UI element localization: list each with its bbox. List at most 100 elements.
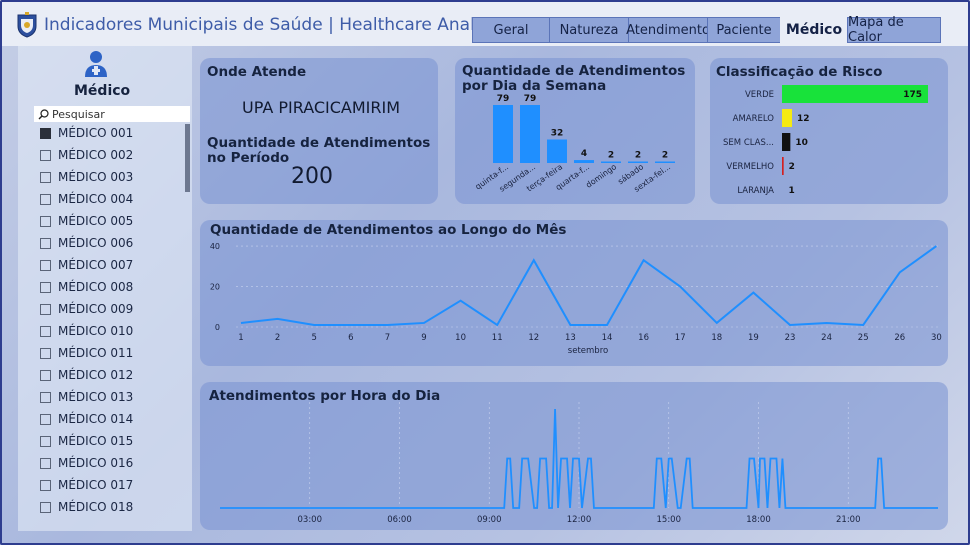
month-xtick-label: 14 — [602, 333, 613, 343]
hour-xtick-label: 12:00 — [567, 515, 592, 525]
tab-medico[interactable]: Médico — [780, 17, 848, 43]
risk-bar — [782, 85, 928, 103]
doctor-list-item[interactable]: MÉDICO 004 — [40, 190, 133, 208]
doctor-checkbox[interactable] — [40, 325, 51, 337]
risk-bar-label: 2 — [789, 162, 795, 172]
weekday-bar-label: 32 — [551, 129, 564, 139]
month-xtick-label: 17 — [675, 333, 686, 343]
doctor-checkbox[interactable] — [40, 457, 51, 469]
tab-bar: Geral Natureza Atendimento Paciente Médi… — [472, 15, 941, 45]
doctor-checkbox[interactable] — [40, 193, 51, 205]
doctor-list-item[interactable]: MÉDICO 013 — [40, 388, 133, 406]
weekday-bar-label: 4 — [581, 149, 587, 159]
doctor-list-item[interactable]: MÉDICO 011 — [40, 344, 133, 362]
month-xtick-label: 18 — [711, 333, 722, 343]
doctor-label: MÉDICO 013 — [58, 390, 134, 404]
weekday-bar-chart: 79quinta-f...79segunda...32terça-feira4q… — [474, 94, 675, 194]
doctor-list-item[interactable]: MÉDICO 010 — [40, 322, 133, 340]
qty-period-value: 200 — [291, 164, 333, 189]
doctor-label: MÉDICO 011 — [58, 346, 134, 360]
risk-chart-card — [710, 58, 948, 204]
doctor-label: MÉDICO 014 — [58, 412, 134, 426]
risk-category-label: LARANJA — [737, 186, 774, 196]
month-xtick-label: 9 — [421, 333, 426, 343]
month-xtick-label: 11 — [492, 333, 503, 343]
doctor-checkbox[interactable] — [40, 149, 51, 161]
doctor-label: MÉDICO 010 — [58, 324, 134, 338]
city-crest-logo — [17, 12, 37, 38]
doctor-list-item[interactable]: MÉDICO 012 — [40, 366, 133, 384]
doctor-list-item[interactable]: MÉDICO 003 — [40, 168, 133, 186]
doctor-label: MÉDICO 015 — [58, 434, 134, 448]
month-xtick-label: 10 — [455, 333, 466, 343]
doctor-icon — [85, 51, 107, 77]
doctor-checkbox[interactable] — [40, 479, 51, 491]
doctor-list-item[interactable]: MÉDICO 007 — [40, 256, 133, 274]
doctor-label: MÉDICO 009 — [58, 302, 134, 316]
doctor-checkbox[interactable] — [40, 413, 51, 425]
doctor-label: MÉDICO 007 — [58, 258, 134, 272]
doctor-label: MÉDICO 006 — [58, 236, 134, 250]
doctor-list-item[interactable]: MÉDICO 008 — [40, 278, 133, 296]
month-xtick-label: 2 — [275, 333, 280, 343]
hour-chart-card — [200, 382, 948, 530]
doctor-list-item[interactable]: MÉDICO 015 — [40, 432, 133, 450]
doctor-checkbox[interactable] — [40, 171, 51, 183]
tab-geral[interactable]: Geral — [472, 17, 550, 43]
onde-atende-title: Onde Atende — [207, 64, 307, 80]
risk-category-label: SEM CLAS... — [723, 138, 774, 148]
doctor-checkbox[interactable] — [40, 435, 51, 447]
doctor-checkbox[interactable] — [40, 281, 51, 293]
hour-xtick-label: 06:00 — [387, 515, 412, 525]
doctor-checkbox[interactable] — [40, 215, 51, 227]
risk-category-label: AMARELO — [733, 114, 775, 124]
doctor-checkbox[interactable] — [40, 259, 51, 271]
doctor-list-item[interactable]: MÉDICO 014 — [40, 410, 133, 428]
app-title: Indicadores Municipais de Saúde | Health… — [44, 15, 515, 35]
doctor-list-item[interactable]: MÉDICO 002 — [40, 146, 133, 164]
month-xtick-label: 1 — [238, 333, 243, 343]
risk-category-label: VERMELHO — [726, 162, 774, 172]
unit-name: UPA PIRACICAMIRIM — [242, 98, 401, 117]
month-xaxis-label: setembro — [568, 346, 608, 356]
doctor-checkbox[interactable] — [40, 391, 51, 403]
doctor-list-item[interactable]: MÉDICO 001 — [40, 124, 133, 142]
tab-mapa-de-calor[interactable]: Mapa de Calor — [847, 15, 941, 45]
month-xtick-label: 30 — [931, 333, 942, 343]
doctor-list-item[interactable]: MÉDICO 017 — [40, 476, 133, 494]
weekday-chart-title: Quantidade de Atendimentos por Dia da Se… — [462, 63, 686, 94]
header-bar: Indicadores Municipais de Saúde | Health… — [0, 0, 970, 46]
doctor-checkbox[interactable] — [40, 369, 51, 381]
tab-natureza[interactable]: Natureza — [549, 17, 629, 43]
sidebar-title: Médico — [74, 83, 131, 99]
search-icon — [38, 108, 49, 119]
doctor-list-item[interactable]: MÉDICO 009 — [40, 300, 133, 318]
doctor-label: MÉDICO 008 — [58, 280, 134, 294]
doctor-checkbox[interactable] — [40, 237, 51, 249]
hour-xtick-label: 18:00 — [746, 515, 771, 525]
hour-xtick-label: 21:00 — [836, 515, 861, 525]
risk-bar — [782, 157, 784, 175]
month-xtick-label: 13 — [565, 333, 576, 343]
month-xtick-label: 24 — [821, 333, 832, 343]
list-scrollbar[interactable] — [185, 124, 190, 192]
hour-xtick-label: 09:00 — [477, 515, 502, 525]
search-input[interactable] — [49, 107, 179, 121]
tab-atendimento[interactable]: Atendimento — [626, 17, 710, 43]
doctor-list-item[interactable]: MÉDICO 005 — [40, 212, 133, 230]
month-xtick-label: 5 — [311, 333, 316, 343]
tab-paciente[interactable]: Paciente — [707, 17, 781, 43]
hour-xtick-label: 15:00 — [657, 515, 682, 525]
doctor-checkbox[interactable] — [40, 127, 51, 139]
doctor-list-item[interactable]: MÉDICO 018 — [40, 498, 133, 516]
doctor-list-item[interactable]: MÉDICO 006 — [40, 234, 133, 252]
doctor-checkbox[interactable] — [40, 347, 51, 359]
doctor-label: MÉDICO 017 — [58, 478, 134, 492]
doctor-list-item[interactable]: MÉDICO 016 — [40, 454, 133, 472]
risk-category-label: VERDE — [745, 90, 774, 100]
month-chart-card — [200, 220, 948, 366]
doctor-checkbox[interactable] — [40, 303, 51, 315]
doctor-checkbox[interactable] — [40, 501, 51, 513]
